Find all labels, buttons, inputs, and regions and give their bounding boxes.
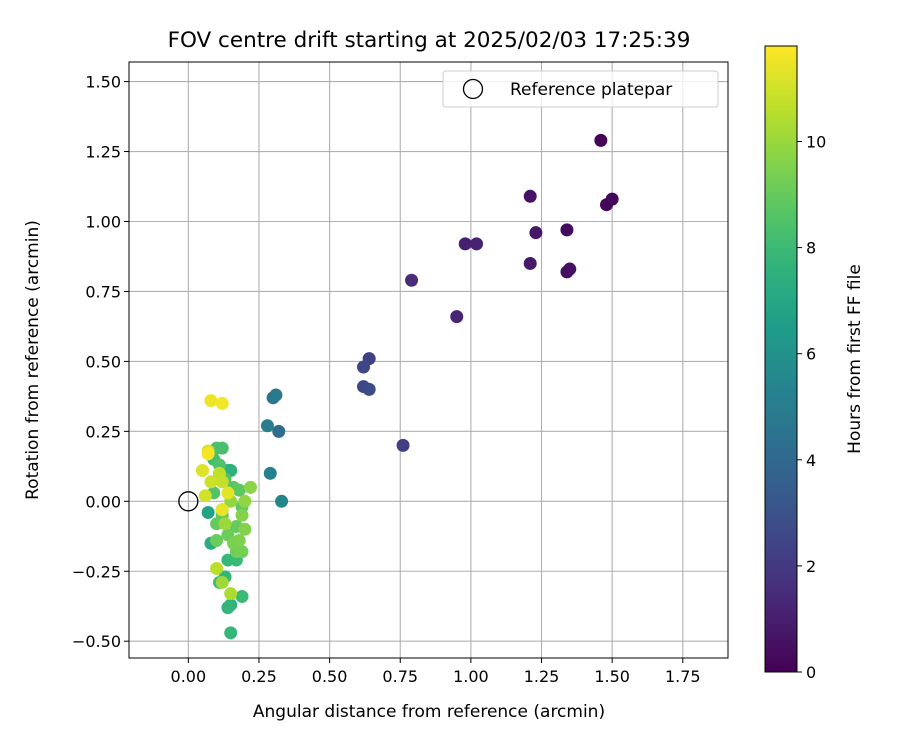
data-point xyxy=(396,438,410,452)
data-point xyxy=(215,441,229,455)
data-point xyxy=(195,464,209,478)
data-point xyxy=(215,575,229,589)
legend: Reference platepar xyxy=(442,70,719,108)
data-point xyxy=(210,561,224,575)
colorbar-tick-label: 4 xyxy=(806,451,816,470)
data-point xyxy=(232,483,246,497)
data-point xyxy=(224,626,238,640)
colorbar-tick-label: 0 xyxy=(806,663,816,682)
y-tick-label: 0.50 xyxy=(85,352,121,371)
colorbar-ticks: 0 2 4 6 8 10 xyxy=(797,132,826,682)
data-point xyxy=(523,189,537,203)
data-point xyxy=(210,533,224,547)
data-point xyxy=(198,489,212,503)
data-point xyxy=(529,226,543,240)
colorbar: 0 2 4 6 8 10 Hours from first FF file xyxy=(764,45,865,682)
data-point xyxy=(470,237,484,251)
y-axis-label: Rotation from reference (arcmin) xyxy=(23,220,43,500)
colorbar-tick-label: 2 xyxy=(806,557,816,576)
y-tick-label: 1.00 xyxy=(85,212,121,231)
x-tick-label: 0.00 xyxy=(171,667,207,686)
y-tick-label: 1.50 xyxy=(85,73,121,92)
data-point xyxy=(243,480,257,494)
data-point xyxy=(221,601,235,615)
data-point xyxy=(221,553,235,567)
y-tick-label: −0.50 xyxy=(72,632,121,651)
colorbar-gradient xyxy=(764,45,798,673)
data-point xyxy=(450,310,464,324)
data-point xyxy=(204,394,218,408)
y-tick-label: 0.00 xyxy=(85,492,121,511)
data-point xyxy=(215,503,229,517)
data-point xyxy=(218,517,232,531)
data-point xyxy=(594,133,608,147)
reference-platepar-marker xyxy=(178,491,199,512)
data-point xyxy=(238,522,252,536)
data-point xyxy=(201,447,215,461)
data-point xyxy=(405,273,419,287)
data-point xyxy=(269,388,283,402)
legend-label: Reference platepar xyxy=(510,80,672,100)
data-point xyxy=(235,545,249,559)
data-point xyxy=(605,192,619,206)
colorbar-label: Hours from first FF file xyxy=(845,264,865,454)
data-point xyxy=(263,466,277,480)
data-point xyxy=(362,382,376,396)
axes-frame xyxy=(128,61,729,659)
x-axis-ticks: 0.00 0.25 0.50 0.75 1.00 1.25 1.50 1.75 xyxy=(171,658,701,686)
x-tick-label: 0.25 xyxy=(241,667,277,686)
legend-marker-icon xyxy=(462,78,484,100)
data-point xyxy=(224,587,238,601)
colorbar-tick-label: 8 xyxy=(806,239,816,258)
data-point xyxy=(238,494,252,508)
data-point xyxy=(215,396,229,410)
data-point xyxy=(560,223,574,237)
colorbar-tick-label: 10 xyxy=(806,132,826,151)
x-tick-label: 0.75 xyxy=(382,667,418,686)
grid xyxy=(129,62,728,658)
chart-title: FOV centre drift starting at 2025/02/03 … xyxy=(168,28,691,53)
x-tick-label: 1.75 xyxy=(665,667,701,686)
data-point xyxy=(235,589,249,603)
data-point xyxy=(563,262,577,276)
data-point xyxy=(275,494,289,508)
x-tick-label: 1.00 xyxy=(453,667,489,686)
data-point xyxy=(357,360,371,374)
data-point xyxy=(235,508,249,522)
colorbar-tick-label: 6 xyxy=(806,345,816,364)
data-point xyxy=(204,475,218,489)
y-tick-label: −0.25 xyxy=(72,562,121,581)
data-point xyxy=(232,533,246,547)
y-tick-label: 1.25 xyxy=(85,143,121,162)
data-point xyxy=(215,475,229,489)
data-point xyxy=(458,237,472,251)
x-tick-label: 0.50 xyxy=(312,667,348,686)
x-axis-label: Angular distance from reference (arcmin) xyxy=(253,702,605,722)
data-points xyxy=(178,133,619,640)
y-tick-label: 0.75 xyxy=(85,282,121,301)
data-point xyxy=(221,486,235,500)
y-axis-ticks: −0.50 −0.25 0.00 0.25 0.50 0.75 1.00 1.25 1.50 xyxy=(72,73,129,651)
data-point xyxy=(272,424,286,438)
x-tick-label: 1.25 xyxy=(524,667,560,686)
legend-box xyxy=(442,70,719,108)
data-point xyxy=(523,256,537,270)
y-tick-label: 0.25 xyxy=(85,422,121,441)
data-point xyxy=(260,419,274,433)
x-tick-label: 1.50 xyxy=(594,667,630,686)
data-point xyxy=(201,505,215,519)
